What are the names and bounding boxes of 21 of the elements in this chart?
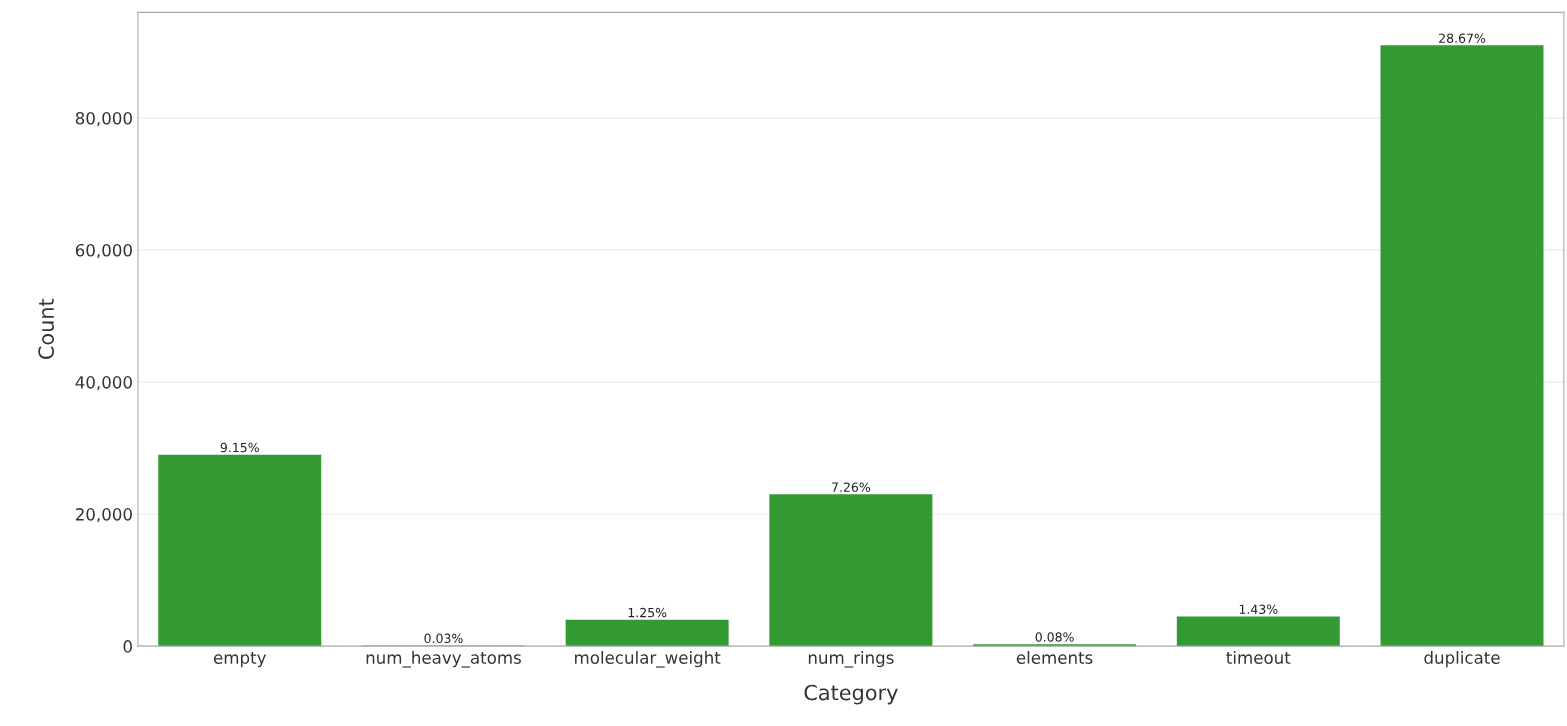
- annotation: 28.67%: [1439, 33, 1486, 43]
- x-tick-label: molecular_weight: [575, 651, 721, 668]
- annotation: 9.15%: [220, 442, 259, 453]
- x-tick-label: duplicate: [1424, 651, 1500, 668]
- annotation: 0.03%: [424, 633, 463, 644]
- y-tick-label: 0: [123, 640, 132, 653]
- x-tick-label: timeout: [1226, 651, 1291, 664]
- y-axis-title: Count: [38, 298, 55, 360]
- y-tick-label: 20,000: [75, 508, 132, 523]
- y-tick-label: 40,000: [75, 376, 132, 391]
- y-tick-label: 60,000: [75, 243, 132, 259]
- x-axis-title: Category: [804, 684, 898, 705]
- annotation: 7.26%: [832, 482, 871, 492]
- x-tick-label: num_heavy_atoms: [366, 651, 521, 668]
- y-tick-label: 80,000: [75, 111, 132, 127]
- x-tick-label: elements: [1016, 651, 1093, 664]
- annotation: 1.25%: [628, 607, 667, 618]
- x-tick-label: num_rings: [808, 651, 894, 668]
- annotation: 1.43%: [1239, 604, 1278, 615]
- x-tick-label: empty: [213, 651, 266, 668]
- annotation: 0.08%: [1035, 632, 1074, 642]
